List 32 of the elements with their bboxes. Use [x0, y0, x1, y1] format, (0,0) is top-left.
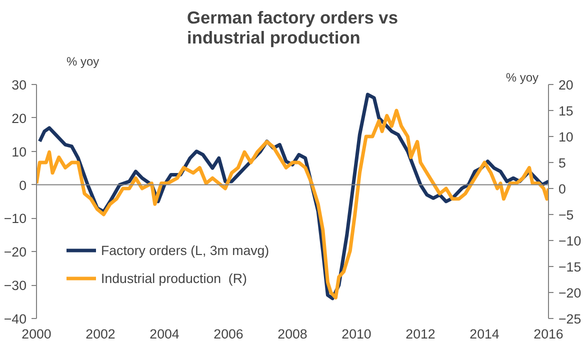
legend-label: Industrial production (R) — [101, 270, 247, 286]
y2-tick-label: 10 — [558, 130, 574, 144]
y-tick-label: 20 — [12, 110, 27, 126]
x-tick-label: 2000 — [22, 326, 52, 341]
x-tick-label: 2004 — [150, 326, 180, 341]
y2-tick-label: −25 — [558, 312, 582, 326]
y2-tick-label: 0 — [558, 182, 566, 196]
x-tick-label: 2002 — [86, 326, 116, 341]
y-tick-label: −20 — [4, 244, 26, 260]
y2-axis-title: % yoy — [506, 70, 539, 84]
y-tick-label: −10 — [4, 211, 26, 226]
y2-tick-label: −5 — [558, 208, 574, 222]
y2-tick-label: −20 — [558, 286, 582, 300]
x-tick-label: 2014 — [470, 326, 500, 341]
x-tick-label: 2010 — [342, 326, 372, 341]
y-tick-label: −30 — [4, 278, 26, 294]
chart-title: German factory orders vs industrial production — [187, 8, 398, 48]
y-axis-title: % yoy — [66, 54, 100, 68]
x-tick-label: 2008 — [278, 326, 308, 341]
y-tick-label: −40 — [4, 312, 26, 326]
y2-tick-label: 20 — [558, 78, 574, 92]
y-tick-label: 10 — [12, 144, 27, 160]
x-tick-label: 2006 — [214, 326, 244, 341]
y2-tick-label: 15 — [558, 104, 574, 118]
y2-tick-label: −15 — [558, 260, 582, 274]
y-tick-label: 0 — [19, 178, 27, 193]
y2-tick-label: 5 — [558, 156, 566, 170]
legend-label: Factory orders (L, 3m mavg) — [101, 242, 270, 258]
x-tick-label: 2016 — [534, 326, 564, 341]
x-tick-label: 2012 — [406, 326, 436, 341]
y2-tick-label: −10 — [558, 234, 582, 248]
y-tick-label: 30 — [12, 78, 27, 92]
